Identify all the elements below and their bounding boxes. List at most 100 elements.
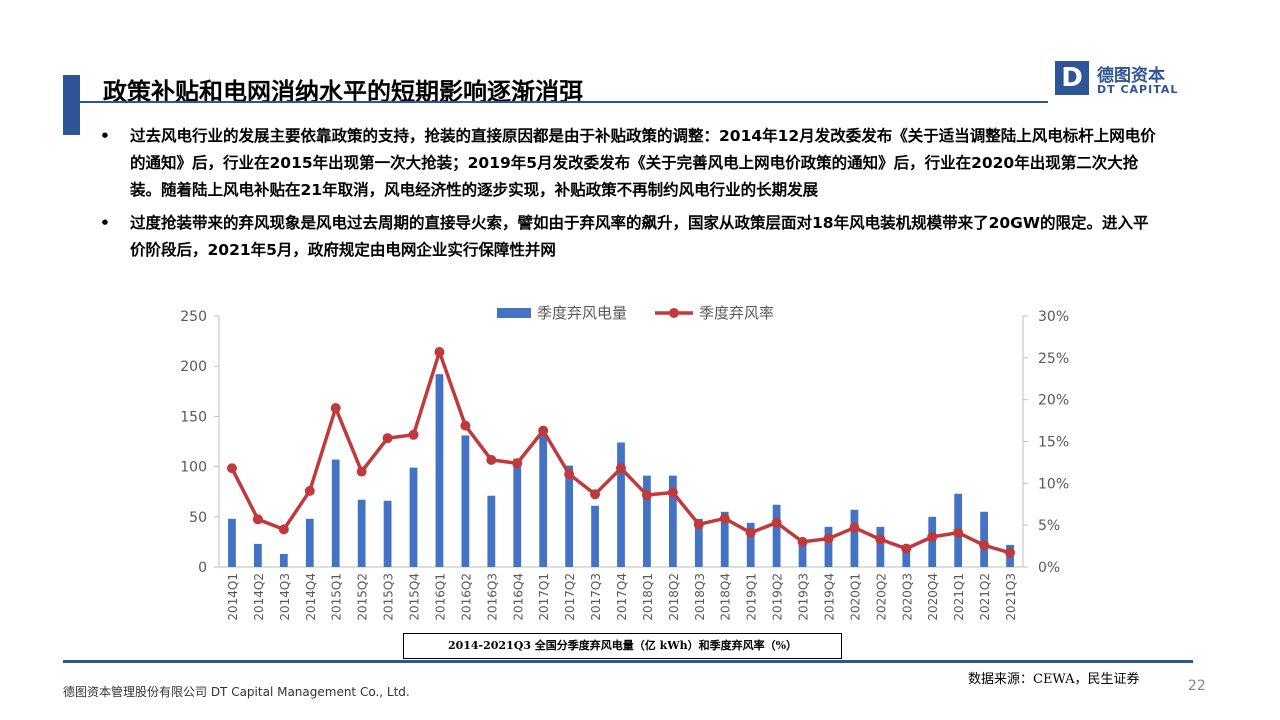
bar [617, 442, 625, 567]
bar [279, 553, 288, 567]
rate-point [823, 533, 834, 544]
x-tick-label: 2014Q4 [304, 573, 318, 621]
logo-text-en: DT CAPITAL [1097, 83, 1179, 96]
bar [383, 500, 392, 567]
x-tick-label: 2017Q1 [537, 573, 551, 621]
rate-point [226, 463, 237, 474]
bar [772, 504, 781, 567]
y-left-tick-label: 0 [198, 560, 207, 576]
rate-point [538, 425, 549, 436]
y-right-tick-label: 10% [1038, 476, 1069, 492]
legend-line-label: 季度弃风率 [699, 304, 774, 322]
rate-point [512, 458, 523, 469]
x-tick-label: 2016Q2 [459, 573, 473, 621]
bar [305, 518, 314, 567]
y-left-tick-label: 150 [180, 409, 207, 425]
rate-point [667, 487, 678, 498]
rate-point [771, 517, 782, 528]
y-right-tick-label: 20% [1038, 393, 1069, 409]
bar [798, 539, 807, 567]
rate-point [641, 490, 652, 501]
legend-line-marker [669, 308, 679, 318]
chart-caption: 2014-2021Q3 全国分季度弃风电量（亿 kWh）和季度弃风率（%） [403, 633, 842, 659]
bar [461, 435, 470, 567]
bar [565, 465, 574, 567]
title-underline [80, 101, 1048, 103]
logo-text-cn: 德图资本 [1097, 66, 1165, 86]
x-tick-label: 2018Q4 [719, 573, 733, 621]
x-tick-label: 2020Q3 [900, 573, 914, 621]
rate-point [616, 463, 626, 474]
bullet-item: • 过度抢装带来的弃风现象是风电过去周期的直接导火索，譬如由于弃风率的飙升，国家… [100, 210, 1160, 264]
bar [409, 467, 418, 567]
bar [591, 505, 599, 567]
x-tick-label: 2014Q1 [226, 573, 240, 621]
rate-point [927, 531, 938, 542]
title-accent-bar [63, 75, 80, 135]
bullet-item: • 过去风电行业的发展主要依靠政策的支持，抢装的直接原因都是由于补贴政策的调整：… [100, 123, 1160, 204]
bullet-marker: • [100, 127, 110, 145]
footer-rule [63, 660, 1193, 663]
x-tick-label: 2019Q1 [745, 573, 759, 621]
y-left-tick-label: 200 [180, 359, 207, 375]
bar [331, 459, 340, 567]
bar [720, 511, 729, 567]
x-tick-label: 2019Q4 [822, 573, 836, 621]
x-tick-label: 2016Q4 [511, 573, 525, 621]
bullet-list: • 过去风电行业的发展主要依靠政策的支持，抢装的直接原因都是由于补贴政策的调整：… [100, 123, 1160, 270]
bar [539, 431, 548, 567]
bar [668, 475, 677, 567]
legend-bar-label: 季度弃风电量 [537, 304, 627, 322]
rate-point [953, 527, 964, 538]
rate-point [460, 420, 471, 431]
x-tick-label: 2018Q1 [641, 573, 655, 621]
rate-point [434, 346, 445, 357]
bar [487, 495, 496, 567]
rate-point [797, 536, 808, 547]
bar [746, 522, 755, 567]
bar [980, 511, 988, 567]
rate-point [719, 513, 730, 524]
x-tick-label: 2019Q2 [771, 573, 785, 621]
bar [928, 516, 937, 567]
bullet-text: 过度抢装带来的弃风现象是风电过去周期的直接导火索，譬如由于弃风率的飙升，国家从政… [130, 214, 1149, 259]
bullet-text: 过去风电行业的发展主要依靠政策的支持，抢装的直接原因都是由于补贴政策的调整：20… [130, 127, 1156, 199]
legend-bar-swatch [497, 308, 531, 318]
rate-point [901, 543, 912, 554]
rate-point [693, 519, 704, 530]
y-left-tick-label: 250 [180, 309, 207, 325]
x-tick-label: 2017Q3 [589, 573, 603, 621]
x-tick-label: 2018Q2 [667, 573, 681, 621]
y-right-tick-label: 25% [1038, 351, 1069, 367]
bar [876, 526, 885, 567]
bar [228, 518, 236, 567]
bar [694, 518, 703, 567]
rate-point [979, 540, 990, 551]
rate-point [745, 527, 756, 538]
rate-point [304, 485, 315, 496]
bullet-marker: • [100, 214, 110, 232]
bar [435, 374, 444, 567]
x-tick-label: 2014Q2 [252, 573, 266, 621]
x-tick-label: 2015Q4 [408, 573, 422, 621]
bar [254, 543, 262, 567]
y-left-tick-label: 100 [180, 460, 207, 476]
x-tick-label: 2019Q3 [797, 573, 811, 621]
rate-point [382, 433, 393, 444]
data-source: 数据来源：CEWA，民生证券 [968, 672, 1140, 687]
company-name: 德图资本管理股份有限公司 DT Capital Management Co., … [63, 685, 410, 699]
rate-point [1005, 547, 1016, 558]
x-tick-label: 2021Q2 [978, 573, 992, 621]
y-left-tick-label: 50 [189, 510, 207, 526]
x-tick-label: 2020Q1 [848, 573, 862, 621]
y-right-tick-label: 5% [1038, 518, 1060, 534]
x-tick-label: 2016Q3 [485, 573, 499, 621]
bar [850, 509, 859, 567]
bar [643, 475, 651, 567]
y-right-tick-label: 15% [1038, 435, 1069, 451]
y-right-tick-label: 0% [1038, 560, 1060, 576]
x-tick-label: 2015Q3 [382, 573, 396, 621]
bar [357, 499, 366, 567]
x-tick-label: 2017Q2 [563, 573, 577, 621]
